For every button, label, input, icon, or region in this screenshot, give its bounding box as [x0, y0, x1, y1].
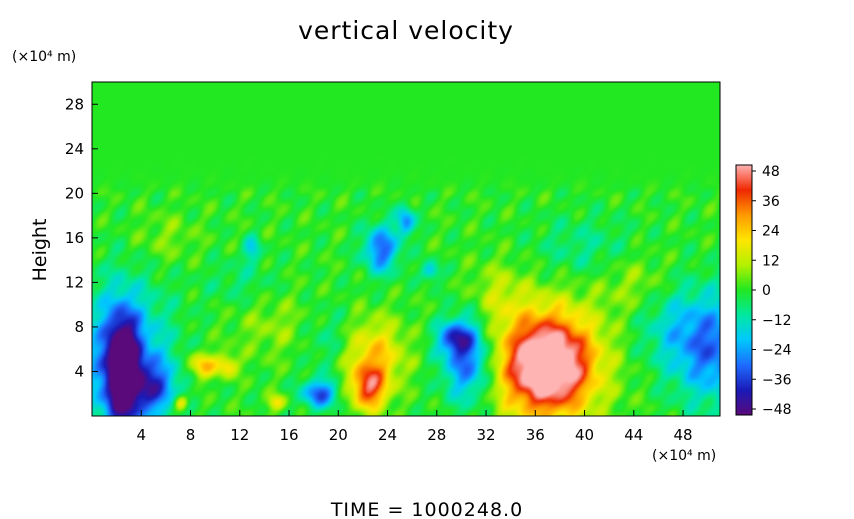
colorbar-tick-label: −24: [762, 343, 792, 359]
x-tick-label: 20: [329, 426, 348, 444]
colorbar-gradient: [736, 165, 752, 415]
x-tick-label: 12: [230, 426, 249, 444]
x-axis: 4 8 12 16 20 24 28 32 36 40 44 48: [136, 410, 693, 444]
y-tick-label: 20: [65, 184, 84, 202]
x-tick-label: 32: [476, 426, 495, 444]
y-tick-label: 4: [74, 362, 84, 380]
colorbar-tick-label: −12: [762, 313, 792, 329]
velocity-field: [92, 82, 720, 416]
plot-frame: [91, 81, 721, 417]
colorbar-tick-label: 0: [762, 283, 771, 299]
y-axis-label: Height: [29, 219, 51, 282]
chart-title: vertical velocity: [298, 16, 514, 45]
x-tick-label: 36: [526, 426, 545, 444]
colorbar-tick-label: 24: [762, 224, 780, 240]
x-tick-label: 48: [674, 426, 693, 444]
colorbar-tick-label: 48: [762, 164, 780, 180]
y-axis-unit: (×10⁴ m): [12, 49, 76, 65]
y-tick-label: 12: [65, 273, 84, 291]
colorbar-ticks: 48 36 24 12 0 −12 −24 −36 −48: [752, 164, 792, 418]
plot-area: [91, 81, 721, 417]
x-axis-unit: (×10⁴ m): [652, 448, 716, 464]
x-tick-label: 40: [575, 426, 594, 444]
x-tick-label: 44: [624, 426, 643, 444]
colorbar-tick-label: −36: [762, 372, 792, 388]
colorbar-tick-label: −48: [762, 402, 792, 418]
colorbar: 48 36 24 12 0 −12 −24 −36 −48: [735, 164, 792, 418]
colorbar-tick-label: 36: [762, 194, 780, 210]
x-tick-label: 16: [279, 426, 298, 444]
x-tick-label: 24: [378, 426, 397, 444]
x-tick-label: 28: [427, 426, 446, 444]
y-tick-label: 16: [65, 229, 84, 247]
x-tick-label: 4: [136, 426, 146, 444]
y-axis: 4 8 12 16 20 24 28: [65, 95, 98, 380]
time-label: TIME = 1000248.0: [330, 499, 523, 519]
y-tick-label: 28: [65, 95, 84, 113]
x-tick-label: 8: [186, 426, 196, 444]
y-tick-label: 24: [65, 140, 84, 158]
y-tick-label: 8: [74, 318, 84, 336]
colorbar-tick-label: 12: [762, 253, 780, 269]
